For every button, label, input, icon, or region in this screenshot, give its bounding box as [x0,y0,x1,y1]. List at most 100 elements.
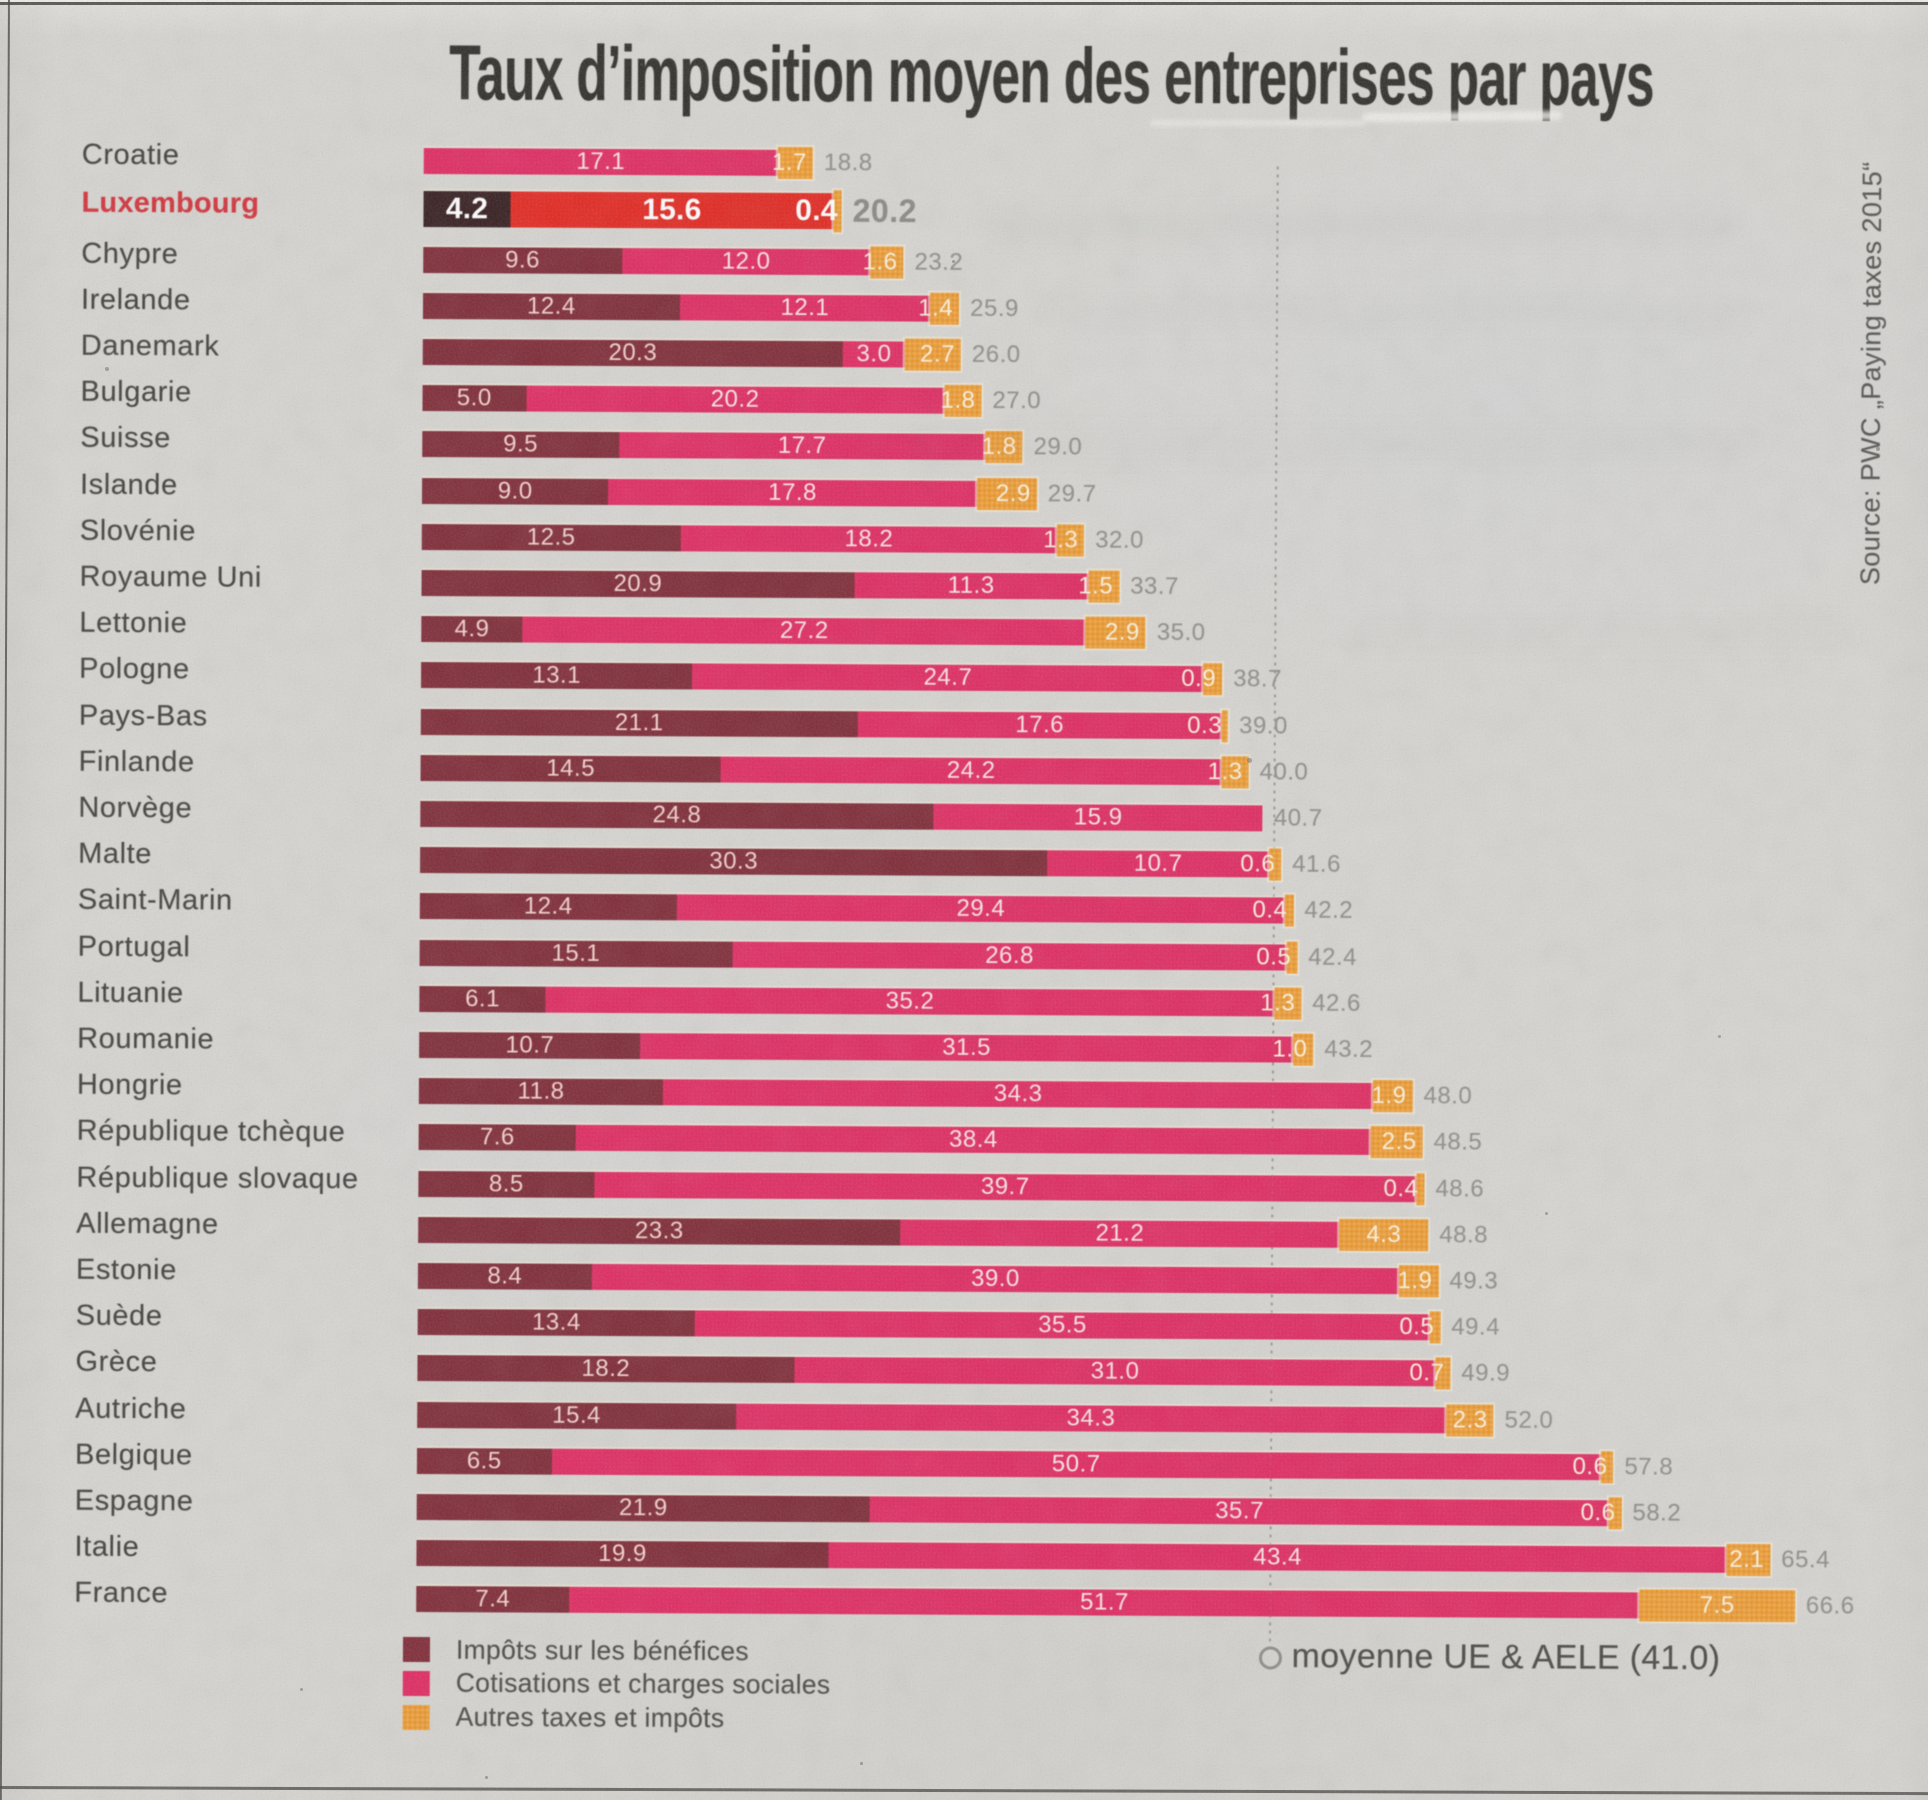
dust-speck [1422,96,1425,99]
value-label-benef: 9.5 [503,430,539,459]
value-label-cotis: 15.6 [642,193,702,227]
country-label: Lettonie [79,606,188,640]
value-label-autres: 2.9 [1104,618,1140,646]
value-label-autres: 1.3 [1043,526,1079,554]
value-label-cotis: 51.7 [1080,1588,1129,1617]
country-label: Roumanie [77,1022,215,1056]
value-label-cotis: 20.2 [710,385,760,413]
total-label: 48.5 [1433,1128,1483,1156]
value-label-benef: 12.5 [526,523,576,551]
value-label-autres: 1.3 [1260,989,1296,1017]
country-label: Luxembourg [81,186,260,220]
value-label-benef: 8.4 [487,1262,523,1290]
value-label-cotis: 3.0 [856,340,892,368]
value-label-benef: 12.4 [523,892,573,921]
value-label-benef: 11.8 [517,1077,565,1105]
country-label: Finlande [78,745,195,779]
bar: 7.4 51.7 7.5 [416,1585,1795,1623]
country-label: Espagne [74,1484,194,1518]
value-label-cotis: 35.7 [1215,1497,1264,1525]
bar: 5.0 20.2 1.8 [422,384,982,418]
dust-speck [1876,447,1880,451]
country-label: Chypre [81,237,179,270]
value-label-autres: 0.6 [1240,850,1276,878]
dust-speck [105,367,109,371]
total-label: 48.0 [1423,1082,1473,1110]
value-label-cotis: 10.7 [1133,849,1183,878]
value-label-benef: 5.0 [456,384,492,412]
total-label: 48.6 [1435,1174,1485,1203]
total-label: 66.6 [1805,1592,1855,1620]
value-label-autres: 1.4 [918,294,954,322]
bar: 13.4 35.5 0.5 [417,1309,1441,1344]
total-label: 26.0 [971,340,1021,369]
bar: 4.2 15.6 0.4 [423,190,842,233]
bar: 14.5 24.2 1.3 [420,754,1249,789]
value-label-autres: 2.7 [920,340,956,368]
total-label: 41.6 [1292,850,1341,879]
value-label-benef: 12.4 [526,292,576,320]
country-label: République slovaque [76,1161,359,1195]
value-label-cotis: 43.4 [1253,1543,1303,1571]
legend-swatch-autres [402,1704,430,1730]
total-label: 39.0 [1239,711,1288,740]
bar: 19.9 43.4 2.1 [416,1540,1771,1577]
legend-label-autres: Autres taxes et impôts [455,1701,725,1734]
country-label: Slovénie [79,514,196,548]
country-label: Italie [74,1530,140,1564]
value-label-autres: 0.4 [795,193,838,228]
value-label-benef: 4.9 [454,615,490,643]
scan-top-rule [0,0,1928,5]
total-label: 65.4 [1781,1546,1831,1574]
ghost-bleed-1 [980,210,1740,240]
total-label: 49.9 [1461,1359,1511,1388]
dust-speck [300,1688,303,1691]
total-label: 49.3 [1449,1267,1499,1295]
bar: 15.4 34.3 2.3 [417,1401,1494,1437]
total-label: 23.2 [914,248,964,276]
ghost-bleed-3 [900,430,1760,458]
value-label-benef: 9.0 [497,476,533,505]
value-label-benef: 10.7 [505,1031,555,1059]
value-label-benef: 6.5 [466,1447,502,1475]
value-label-benef: 8.5 [488,1169,524,1198]
value-label-autres: 1.0 [1272,1035,1308,1063]
value-label-cotis: 34.3 [1066,1403,1116,1432]
country-label: Bulgarie [80,375,192,409]
value-label-cotis: 17.7 [777,432,827,460]
total-label: 43.2 [1324,1035,1374,1063]
value-label-benef: 7.4 [475,1585,511,1613]
value-label-autres: 0.7 [1409,1359,1445,1387]
country-label: Saint-Marin [77,884,233,917]
value-label-autres: 2.9 [995,479,1031,507]
value-label-autres: 1.5 [1078,572,1114,600]
total-label: 27.0 [992,387,1042,415]
country-label: Pologne [79,653,190,686]
total-label: 58.2 [1632,1499,1682,1527]
country-label: Pays-Bas [78,699,208,732]
value-label-cotis: 17.1 [576,147,626,175]
country-label: Irelande [80,283,191,317]
value-label-benef: 15.4 [552,1401,602,1429]
value-label-cotis: 21.2 [1095,1219,1145,1247]
total-label: 48.8 [1439,1221,1489,1249]
bar: 9.6 12.0 1.6 [423,245,904,279]
bar: 12.4 29.4 0.4 [419,892,1294,927]
total-label: 29.7 [1047,479,1097,508]
country-label: Croatie [81,138,180,171]
country-label: Danemark [80,329,220,363]
value-label-autres: 1.7 [771,148,807,176]
total-label: 42.4 [1308,943,1358,971]
country-label: Norvège [78,791,193,825]
value-label-cotis: 12.0 [721,247,771,275]
value-label-autres: 1.8 [940,386,976,415]
value-label-benef: 6.1 [464,985,501,1013]
value-label-benef: 14.5 [546,754,596,782]
value-label-cotis: 17.8 [768,478,817,506]
country-label: Suède [75,1299,163,1333]
value-label-autres: 0.6 [1572,1452,1608,1481]
value-label-cotis: 29.4 [956,895,1006,923]
value-label-autres: 1.3 [1207,757,1243,786]
value-label-cotis: 17.6 [1015,710,1065,738]
